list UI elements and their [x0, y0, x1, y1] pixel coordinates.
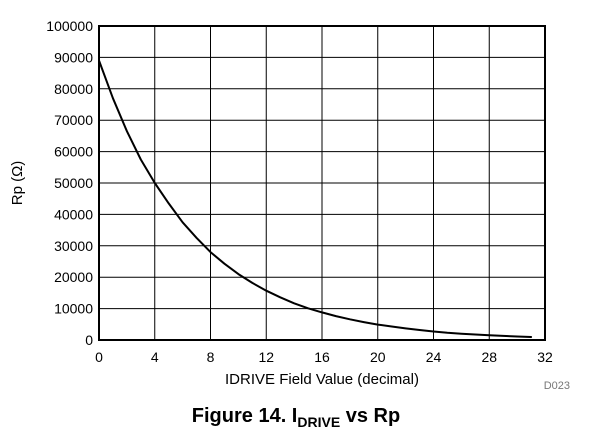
- grid-lines: [99, 26, 545, 340]
- series-line-0: [98, 59, 533, 338]
- figure-code: D023: [544, 380, 570, 392]
- x-tick-label: 28: [481, 349, 497, 365]
- x-axis-label: IDRIVE Field Value (decimal): [225, 371, 419, 388]
- x-tick-label: 16: [314, 349, 330, 365]
- y-tick-label: 0: [85, 332, 93, 348]
- y-tick-label: 50000: [54, 175, 93, 191]
- series-group: [98, 59, 533, 338]
- y-tick-label: 70000: [54, 112, 93, 128]
- y-tick-label: 80000: [54, 81, 93, 97]
- x-tick-label: 20: [370, 349, 386, 365]
- y-tick-label: 40000: [54, 206, 93, 222]
- y-tick-label: 100000: [46, 18, 93, 34]
- plot-frame: [98, 25, 546, 341]
- caption-suffix: vs Rp: [340, 405, 401, 427]
- x-tick-label: 4: [151, 349, 159, 365]
- y-tick-labels: 0 10000 20000 30000 40000 50000 60000 70000 8000…: [46, 18, 93, 348]
- x-tick-label: 8: [207, 349, 215, 365]
- y-tick-label: 90000: [54, 49, 93, 65]
- caption-subscript: DRIVE: [297, 414, 341, 430]
- y-tick-label: 10000: [54, 301, 93, 317]
- y-tick-label: 30000: [54, 238, 93, 254]
- figure-caption: Figure 14. IDRIVE vs Rp: [0, 405, 592, 430]
- x-tick-label: 0: [95, 349, 103, 365]
- y-tick-label: 20000: [54, 269, 93, 285]
- x-tick-label: 24: [426, 349, 442, 365]
- chart: 0 4 8 12 16 20 24 28 32 0 10000 20000 30000 40000 500…: [9, 18, 570, 392]
- y-tick-label: 60000: [54, 144, 93, 160]
- y-axis-label: Rp (Ω): [9, 161, 26, 206]
- x-tick-label: 32: [537, 349, 553, 365]
- caption-prefix: Figure 14. I: [191, 405, 298, 427]
- x-tick-label: 12: [258, 349, 274, 365]
- x-tick-labels: 0 4 8 12 16 20 24 28 32: [95, 349, 553, 365]
